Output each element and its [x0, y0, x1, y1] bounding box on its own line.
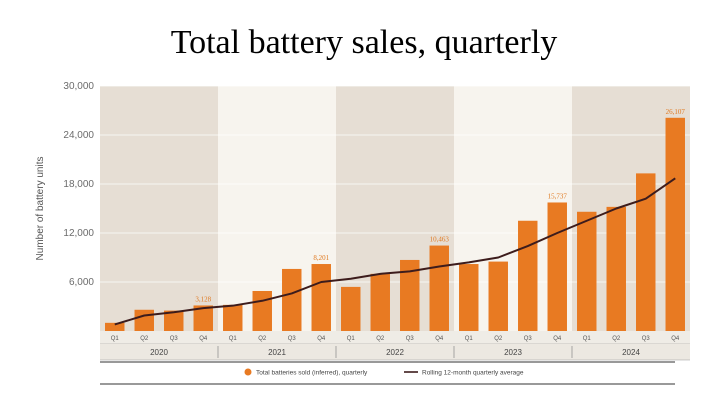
quarter-label: Q3: [170, 336, 179, 342]
bar: [341, 286, 361, 331]
quarter-label: Q1: [111, 336, 120, 342]
legend-bar-swatch: [244, 368, 252, 376]
bar: [606, 206, 626, 331]
quarter-label: Q2: [376, 336, 385, 342]
rolling-average-line: [114, 177, 676, 326]
legend-bar-label: Total batteries sold (inferred), quarter…: [256, 370, 368, 377]
quarter-label: Q2: [258, 336, 267, 342]
quarter-label: Q2: [494, 336, 503, 342]
data-label: 10,463: [430, 236, 450, 244]
y-tick-label: 6,000: [69, 277, 94, 288]
quarter-label: Q3: [642, 336, 651, 342]
bar: [636, 173, 656, 331]
bar: [164, 310, 184, 331]
bar: [665, 117, 685, 331]
quarter-label: Q2: [140, 336, 149, 342]
bar: [370, 273, 390, 331]
data-label: 3,128: [195, 295, 211, 303]
year-label: 2021: [268, 348, 286, 357]
quarter-label: Q1: [347, 336, 356, 342]
bar: [252, 290, 272, 331]
bar: [547, 202, 567, 331]
quarter-row-bg: [100, 331, 690, 344]
y-tick-label: 12,000: [63, 228, 94, 239]
year-label: 2022: [386, 348, 404, 357]
quarter-label: Q3: [406, 336, 415, 342]
bar: [488, 261, 508, 331]
data-label: 26,107: [666, 108, 686, 116]
quarter-label: Q4: [199, 336, 208, 342]
legend-line-label: Rolling 12-month quarterly average: [422, 370, 524, 377]
quarter-label: Q3: [288, 336, 297, 342]
year-label: 2024: [622, 348, 640, 357]
bar: [282, 268, 302, 331]
bar: [429, 245, 449, 331]
y-axis-label: Number of battery units: [35, 157, 46, 261]
bar: [459, 264, 479, 331]
bar: [518, 220, 538, 331]
bar: [577, 211, 597, 331]
bar: [400, 259, 420, 331]
data-label: 8,201: [313, 254, 329, 262]
quarter-label: Q1: [465, 336, 474, 342]
year-band-2020: [100, 86, 218, 331]
year-label: 2020: [150, 348, 168, 357]
quarter-label: Q1: [583, 336, 592, 342]
quarter-label: Q3: [524, 336, 533, 342]
y-tick-label: 18,000: [63, 179, 94, 190]
chart-title: Total battery sales, quarterly: [170, 24, 558, 61]
quarter-label: Q1: [229, 336, 238, 342]
bar: [223, 304, 243, 331]
y-tick-label: 30,000: [63, 81, 94, 92]
bar: [134, 309, 154, 331]
bar: [105, 322, 125, 331]
y-tick-label: 24,000: [63, 130, 94, 141]
year-label: 2023: [504, 348, 522, 357]
data-label: 15,737: [548, 192, 568, 200]
bar: [311, 264, 331, 331]
quarter-label: Q4: [553, 336, 562, 342]
quarter-label: Q4: [671, 336, 680, 342]
quarter-label: Q4: [317, 336, 326, 342]
bar: [193, 305, 213, 331]
quarter-label: Q2: [612, 336, 621, 342]
year-row-bg: [100, 344, 690, 360]
quarter-label: Q4: [435, 336, 444, 342]
